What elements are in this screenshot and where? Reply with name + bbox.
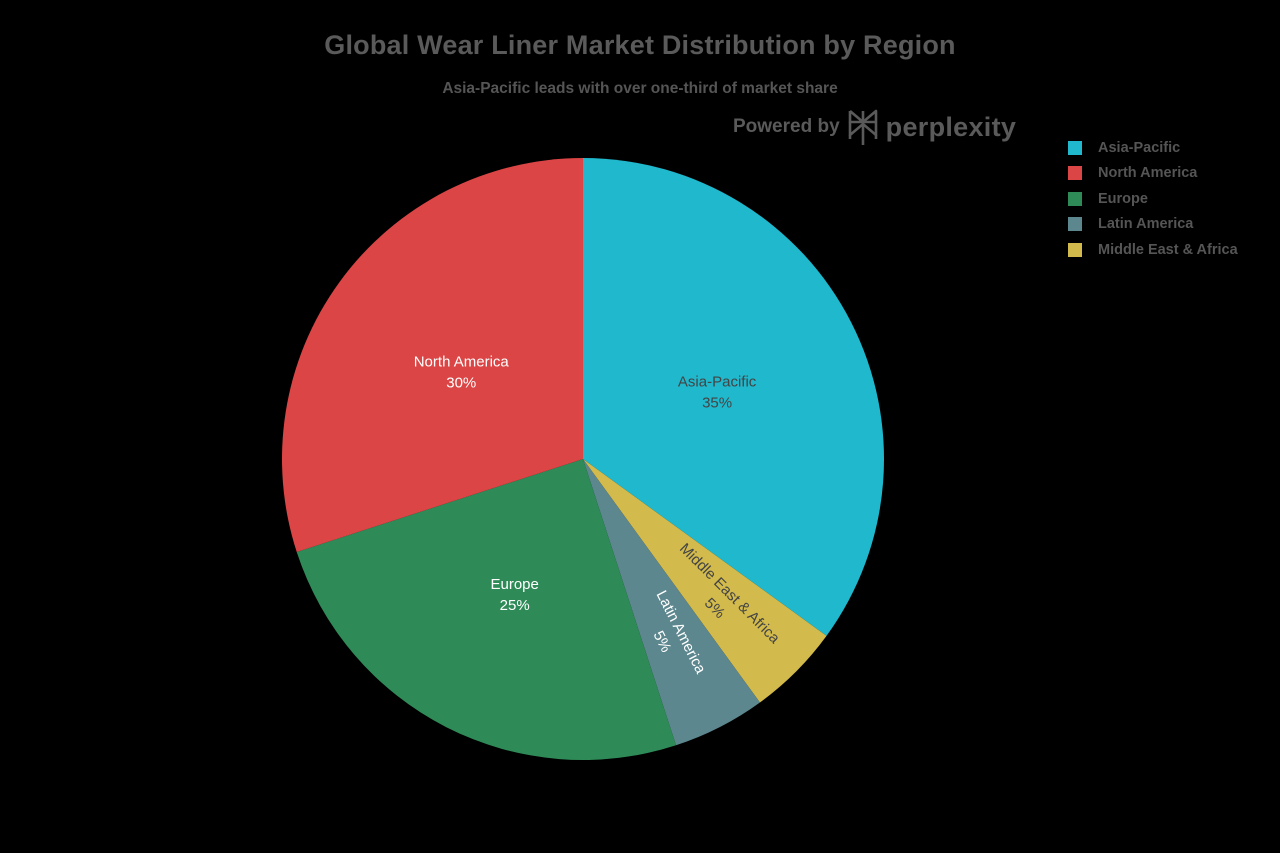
legend-label: Asia-Pacific xyxy=(1098,139,1181,156)
svg-text:Europe: Europe xyxy=(490,576,538,593)
svg-text:Asia-Pacific: Asia-Pacific xyxy=(678,374,757,391)
legend: Asia-Pacific North America Europe Latin Ame… xyxy=(1068,135,1238,263)
legend-label: Middle East & Africa xyxy=(1098,241,1238,258)
chart-title: Global Wear Liner Market Distribution by… xyxy=(324,30,956,60)
legend-swatch-icon xyxy=(1068,166,1082,181)
legend-item[interactable]: North America xyxy=(1068,161,1238,187)
legend-item[interactable]: Middle East & Africa xyxy=(1068,237,1238,263)
pie-slice-latin-america[interactable] xyxy=(583,459,760,746)
brand-name: perplexity xyxy=(885,111,1017,142)
legend-item[interactable]: Latin America xyxy=(1068,212,1238,238)
legend-item[interactable]: Europe xyxy=(1068,186,1238,212)
legend-label: Latin America xyxy=(1098,216,1194,233)
legend-item[interactable]: Asia-Pacific xyxy=(1068,135,1238,161)
legend-swatch-icon xyxy=(1068,242,1082,257)
svg-text:35%: 35% xyxy=(702,395,732,412)
svg-text:25%: 25% xyxy=(500,597,530,614)
legend-swatch-icon xyxy=(1068,217,1082,232)
powered-by-badge: Powered by perplexity xyxy=(733,107,1016,147)
powered-by-text: Powered by xyxy=(733,116,840,137)
pie-slice-middle-east-africa[interactable] xyxy=(583,459,827,703)
perplexity-logo-icon xyxy=(848,109,877,145)
legend-label: North America xyxy=(1098,165,1198,182)
svg-text:30%: 30% xyxy=(446,375,476,392)
legend-label: Europe xyxy=(1098,190,1148,207)
slice-label: Asia-Pacific 35% xyxy=(678,374,757,412)
pie-slice-asia-pacific[interactable] xyxy=(583,158,884,636)
legend-swatch-icon xyxy=(1068,140,1082,155)
slice-label: North America 30% xyxy=(414,354,510,392)
pie-slice-north-america[interactable] xyxy=(281,158,583,553)
pie-slice-europe[interactable] xyxy=(296,459,677,760)
svg-text:North America: North America xyxy=(414,354,510,371)
slice-label: Europe 25% xyxy=(490,576,538,614)
legend-swatch-icon xyxy=(1068,191,1082,206)
chart-subtitle: Asia-Pacific leads with over one-third o… xyxy=(442,80,838,97)
